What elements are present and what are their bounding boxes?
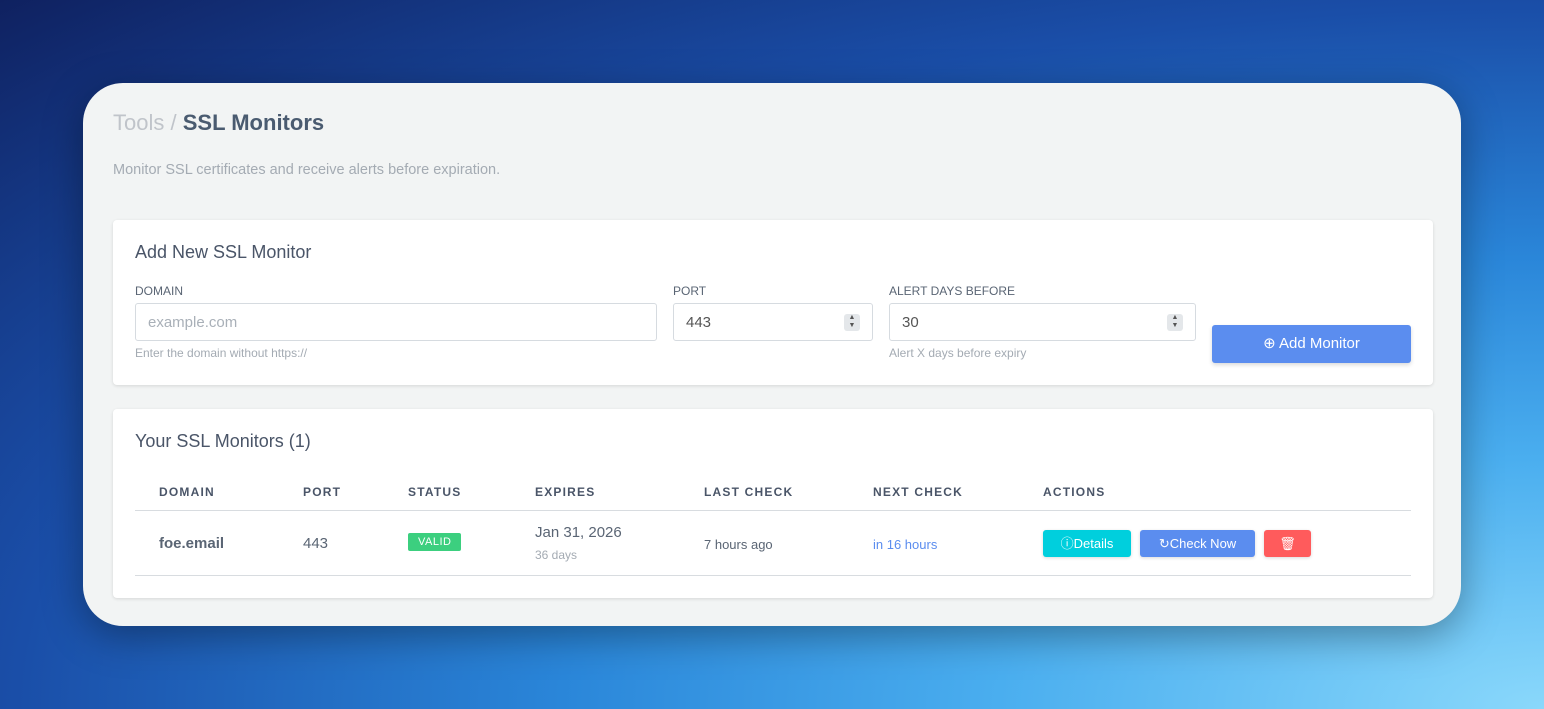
row-domain: foe.email <box>159 535 225 552</box>
monitors-panel: Your SSL Monitors (1) DOMAIN PORT STATUS… <box>113 409 1433 598</box>
port-stepper[interactable]: ▲ ▼ <box>844 314 860 331</box>
delete-button[interactable]: 🗑 <box>1264 530 1311 557</box>
add-monitor-title: Add New SSL Monitor <box>135 242 312 262</box>
breadcrumb-parent[interactable]: Tools <box>113 110 165 135</box>
row-expires: Jan 31, 2026 <box>535 524 622 541</box>
info-icon: ⓘ <box>1060 536 1074 551</box>
details-button[interactable]: ⓘDetails <box>1043 530 1131 557</box>
alert-days-input[interactable]: 30 ▲ ▼ <box>889 303 1196 341</box>
breadcrumb-separator: / <box>170 110 177 135</box>
row-divider <box>135 575 1411 576</box>
domain-input[interactable]: example.com <box>135 303 657 341</box>
details-label: Details <box>1073 536 1114 551</box>
add-monitor-label: Add Monitor <box>1279 335 1360 352</box>
col-actions: ACTIONS <box>1043 485 1106 499</box>
row-last-check: 7 hours ago <box>704 537 773 552</box>
domain-hint: Enter the domain without https:// <box>135 346 308 360</box>
trash-icon: 🗑 <box>1279 536 1296 551</box>
check-now-label: Check Now <box>1169 536 1237 551</box>
row-next-check: in 16 hours <box>873 537 938 552</box>
col-next-check: NEXT CHECK <box>873 485 964 499</box>
row-port: 443 <box>303 535 329 552</box>
port-value: 443 <box>686 314 712 331</box>
col-port: PORT <box>303 485 342 499</box>
alert-days-hint: Alert X days before expiry <box>889 346 1027 360</box>
check-now-button[interactable]: ↻Check Now <box>1140 530 1255 557</box>
status-badge: VALID <box>408 533 462 551</box>
page-subtitle: Monitor SSL certificates and receive ale… <box>113 162 501 178</box>
alert-days-value: 30 <box>902 314 919 331</box>
app-window: Tools / SSL Monitors Monitor SSL certifi… <box>83 83 1461 626</box>
port-input[interactable]: 443 ▲ ▼ <box>673 303 873 341</box>
header-divider <box>135 510 1411 511</box>
col-last-check: LAST CHECK <box>704 485 794 499</box>
domain-label: DOMAIN <box>135 284 183 298</box>
col-domain: DOMAIN <box>159 485 215 499</box>
add-monitor-button[interactable]: ⊕ Add Monitor <box>1212 325 1411 363</box>
refresh-icon: ↻ <box>1158 536 1170 551</box>
breadcrumb: Tools / SSL Monitors <box>113 110 324 136</box>
col-status: STATUS <box>408 485 462 499</box>
plus-circle-icon: ⊕ <box>1263 335 1276 352</box>
monitors-title: Your SSL Monitors (1) <box>135 431 311 451</box>
add-monitor-panel: Add New SSL Monitor DOMAIN example.com E… <box>113 220 1433 385</box>
row-expires-in: 36 days <box>535 548 578 562</box>
alert-days-stepper[interactable]: ▲ ▼ <box>1167 314 1183 331</box>
alert-days-label: ALERT DAYS BEFORE <box>889 284 1016 298</box>
page-title: SSL Monitors <box>182 110 325 135</box>
port-label: PORT <box>673 284 707 298</box>
col-expires: EXPIRES <box>535 485 596 499</box>
